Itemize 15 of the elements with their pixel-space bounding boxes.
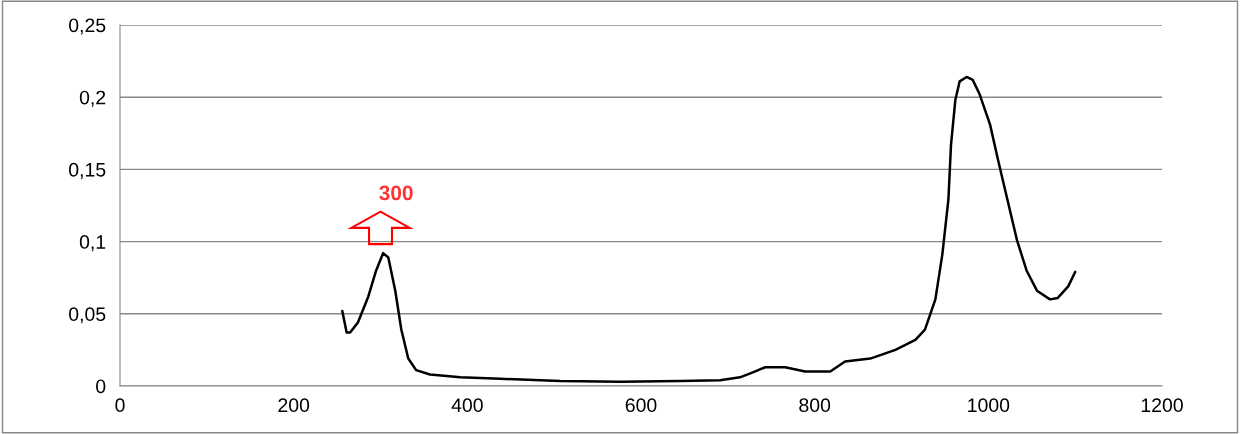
x-tick-label: 1200 [1141, 398, 1183, 413]
y-tick-label: 0,15 [69, 162, 106, 179]
x-tick-label: 600 [625, 398, 657, 413]
annotation: 300 [379, 185, 413, 201]
y-tick-label: 0,1 [79, 235, 106, 252]
x-tick-label: 1000 [968, 398, 1010, 413]
y-tick-label: 0,25 [69, 18, 106, 35]
y-tick-label: 0,05 [69, 307, 106, 324]
x-tick-label: 200 [278, 398, 310, 413]
x-tick-label: 0 [115, 398, 125, 413]
x-tick-label: 800 [799, 398, 831, 413]
y-tick-label: 0,2 [79, 90, 106, 107]
x-tick-label: 400 [451, 398, 483, 413]
line-series [341, 75, 1077, 383]
y-tick-label: 0 [96, 379, 106, 394]
